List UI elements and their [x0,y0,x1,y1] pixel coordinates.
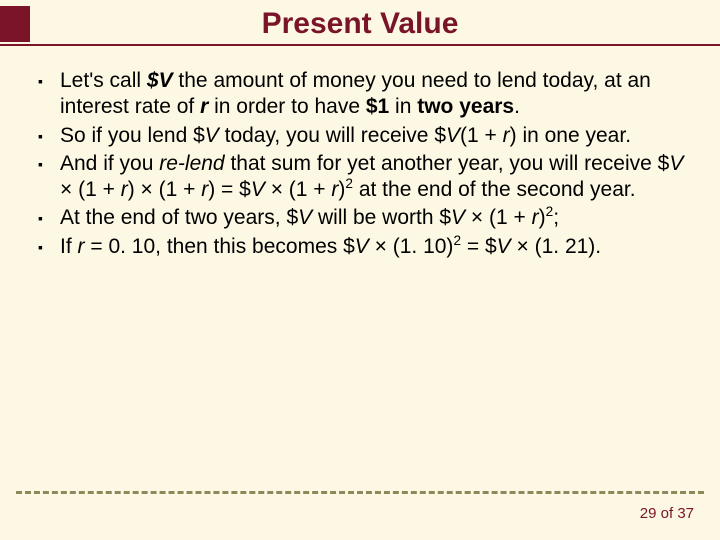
accent-block [0,6,30,42]
divider-dashed [16,491,704,494]
bullet-item: Let's call $V the amount of money you ne… [38,68,698,121]
bullet-item: So if you lend $V today, you will receiv… [38,123,698,149]
bullet-item: At the end of two years, $V will be wort… [38,205,698,231]
page-current: 29 [640,505,657,522]
bullet-list: Let's call $V the amount of money you ne… [38,68,698,260]
slide-body: Let's call $V the amount of money you ne… [0,46,720,260]
title-bar: Present Value [0,0,720,42]
slide-title: Present Value [30,7,720,41]
bullet-item: If r = 0. 10, then this becomes $V × (1.… [38,234,698,260]
page-total: 37 [677,505,694,522]
page-counter: 29 of 37 [640,505,694,522]
bullet-item: And if you re-lend that sum for yet anot… [38,151,698,204]
page-sep: of [656,505,677,522]
